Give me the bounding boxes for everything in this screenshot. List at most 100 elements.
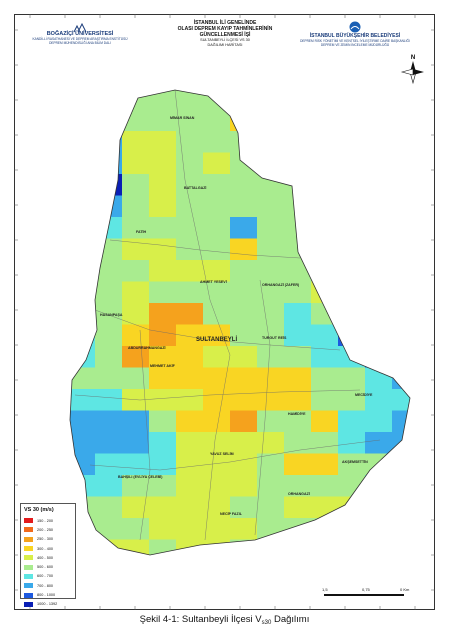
map-cell <box>257 238 285 261</box>
map-cell <box>70 389 96 411</box>
label-bahsili: BAHŞILI (EVLİYA ÇELEBİ) <box>118 475 163 479</box>
map-cell <box>365 324 393 347</box>
map-cell <box>95 217 123 239</box>
map-cell <box>365 346 393 368</box>
map-cell <box>176 281 204 304</box>
map-cell <box>230 475 258 497</box>
scale-label-left: 1,5 <box>322 587 328 592</box>
map-cell <box>230 453 258 476</box>
map-cell <box>284 539 312 555</box>
map-cell <box>257 453 285 476</box>
map-cell <box>338 152 366 175</box>
map-legend: VS 30 (m/s) 150 - 200 200 - 250 250 - 300 3… <box>20 503 76 607</box>
map-cell <box>257 303 285 325</box>
map-cell <box>284 389 312 411</box>
caption-subscript: s30 <box>261 620 272 626</box>
map-cell <box>70 367 96 390</box>
map-cell <box>95 410 123 433</box>
map-cell <box>365 410 393 433</box>
map-cell <box>149 303 177 325</box>
north-arrow: N <box>398 52 428 88</box>
map-cell <box>203 195 231 218</box>
map-cell <box>149 496 177 519</box>
map-cell <box>149 109 177 132</box>
map-cell <box>257 432 285 454</box>
map-cell <box>311 131 339 153</box>
figure-caption: Şekil 4-1: Sultanbeyli İlçesi Vs30 Dağıl… <box>0 614 449 626</box>
map-cell <box>230 260 258 282</box>
legend-item: 150 - 200 <box>24 516 72 525</box>
map-cell <box>257 109 285 132</box>
map-cell <box>365 238 393 261</box>
map-cell <box>311 389 339 411</box>
map-cell <box>392 195 410 218</box>
map-cell <box>203 432 231 454</box>
map-cell <box>95 109 123 132</box>
map-cell <box>230 303 258 325</box>
map-cell <box>230 324 258 347</box>
map-cell <box>176 346 204 368</box>
map-cell <box>149 260 177 282</box>
map-cell <box>203 453 231 476</box>
map-cell <box>203 324 231 347</box>
label-aksemsettin: AKŞEMSETTİN <box>342 460 368 464</box>
map-cell <box>230 496 258 519</box>
map-cell <box>311 281 339 304</box>
map-cell <box>230 389 258 411</box>
legend-swatch <box>24 592 33 598</box>
map-cell <box>149 432 177 454</box>
map-cell <box>122 152 150 175</box>
map-cell <box>392 217 410 239</box>
map-cell <box>149 389 177 411</box>
map-cell <box>95 539 123 555</box>
ibb-logo <box>349 20 361 33</box>
map-cell <box>365 518 393 540</box>
municipality-dept: DEPREM RİSK YÖNETİMİ VE KENTSEL İYİLEŞTİ… <box>300 39 410 43</box>
label-orhangazi: ORHANGAZİ <box>288 492 310 496</box>
scale-segment-2 <box>364 594 404 596</box>
legend-item: 300 - 400 <box>24 544 72 553</box>
map-cell <box>176 539 204 555</box>
label-turgut-reis: TURGUT REİS <box>262 336 287 340</box>
map-cell <box>284 496 312 519</box>
map-cell <box>176 475 204 497</box>
map-cell <box>257 90 285 110</box>
map-cell <box>284 475 312 497</box>
map-cell <box>230 238 258 261</box>
map-cell <box>365 475 393 497</box>
map-cell <box>257 324 285 347</box>
map-cell <box>284 109 312 132</box>
map-cell <box>176 195 204 218</box>
legend-swatch <box>24 546 33 552</box>
map-cell <box>338 131 366 153</box>
map-cell <box>70 346 96 368</box>
map-cell <box>392 496 410 519</box>
map-cell <box>149 475 177 497</box>
map-cell <box>311 539 339 555</box>
map-cell <box>95 281 123 304</box>
map-cell <box>203 475 231 497</box>
legend-label: 300 - 400 <box>37 546 54 551</box>
map-cell <box>95 518 123 540</box>
map-cell <box>338 539 366 555</box>
legend-label: 800 - 1000 <box>37 593 56 598</box>
map-cell <box>257 152 285 175</box>
map-cell <box>122 475 150 497</box>
map-cell <box>311 410 339 433</box>
legend-label: 500 - 600 <box>37 565 54 570</box>
map-cell <box>149 195 177 218</box>
map-cell <box>70 475 96 497</box>
map-cell <box>176 432 204 454</box>
scale-label-mid: 0,75 <box>362 587 370 592</box>
label-mecidiye: MECİDİYE <box>355 393 373 397</box>
map-cell <box>122 174 150 196</box>
map-cell <box>122 410 150 433</box>
map-cell <box>392 152 410 175</box>
map-cell <box>122 238 150 261</box>
map-cell <box>203 90 231 110</box>
map-cell <box>257 195 285 218</box>
legend-swatch <box>24 536 33 542</box>
map-cell <box>70 90 96 110</box>
bogazici-logo <box>73 20 87 33</box>
map-cell <box>230 367 258 390</box>
